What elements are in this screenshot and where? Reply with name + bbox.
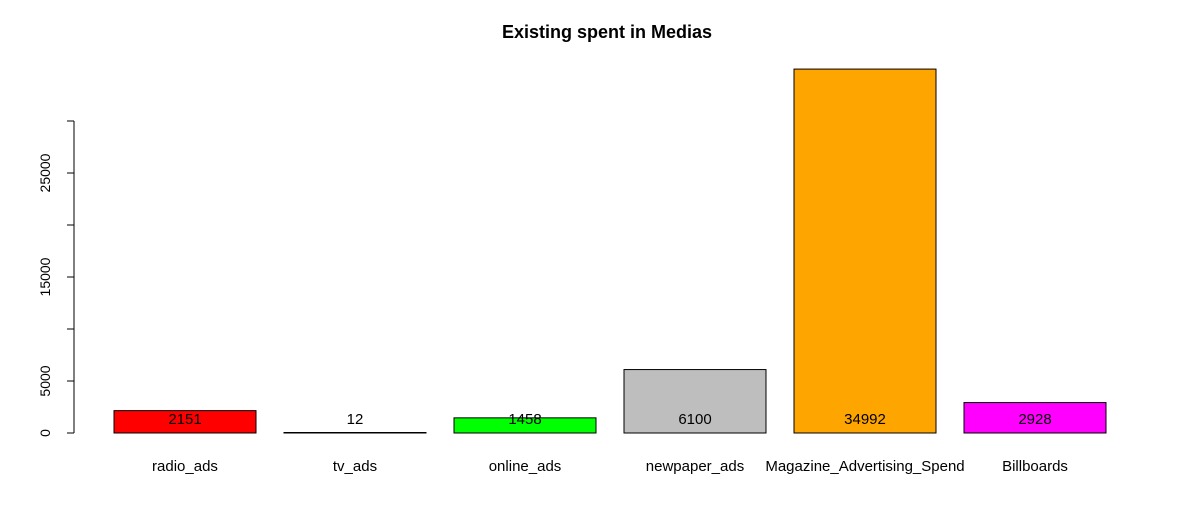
y-axis: 0 5000 15000 25000 — [37, 120, 75, 437]
category-label-tv_ads: tv_ads — [333, 458, 377, 475]
data-label-Magazine_Advertising_Spend: 34992 — [844, 411, 886, 428]
category-labels-group: radio_ads tv_ads online_ads newpaper_ads Mag… — [152, 458, 1068, 475]
y-tick-label: 5000 — [37, 365, 53, 396]
category-label-online_ads: online_ads — [489, 458, 562, 475]
chart-title: Existing spent in Medias — [502, 22, 712, 42]
y-tick-label: 15000 — [37, 257, 53, 296]
category-label-Billboards: Billboards — [1002, 458, 1068, 475]
bar-online_ads — [453, 417, 597, 434]
bar-Magazine_Advertising_Spend — [793, 68, 937, 434]
bar-tv_ads — [283, 432, 427, 434]
data-label-newpaper_ads: 6100 — [678, 411, 711, 428]
bar-Billboards — [963, 402, 1107, 434]
data-label-online_ads: 1458 — [508, 411, 541, 428]
data-label-Billboards: 2928 — [1018, 411, 1051, 428]
bars-group — [113, 68, 1107, 434]
y-tick-label: 0 — [37, 429, 53, 437]
y-tick-label: 25000 — [37, 153, 53, 192]
bar-newpaper_ads — [623, 369, 767, 434]
category-label-Magazine_Advertising_Spend: Magazine_Advertising_Spend — [765, 458, 964, 475]
data-labels-group: 2151 12 1458 6100 34992 2928 — [168, 411, 1051, 428]
category-label-newpaper_ads: newpaper_ads — [646, 458, 744, 475]
category-label-radio_ads: radio_ads — [152, 458, 218, 475]
data-label-radio_ads: 2151 — [168, 411, 201, 428]
data-label-tv_ads: 12 — [347, 411, 364, 428]
bar-radio_ads — [113, 410, 257, 434]
